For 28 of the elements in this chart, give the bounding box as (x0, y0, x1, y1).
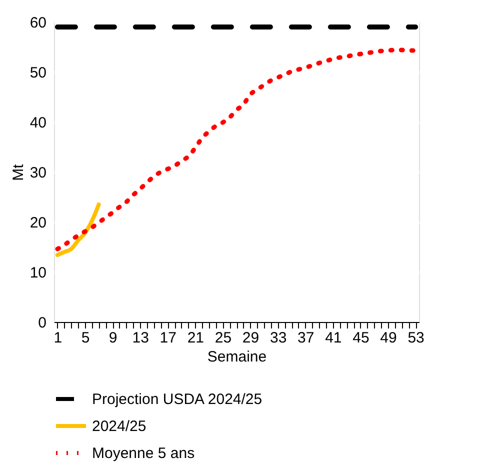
x-tick-label: 9 (108, 330, 118, 346)
y-tick-label: 40 (30, 114, 46, 132)
line-series (55, 48, 418, 252)
x-tick-label: 45 (352, 330, 370, 346)
y-tick-label: 10 (30, 264, 46, 282)
x-tick-label: 37 (298, 330, 314, 346)
x-tick-label: 13 (132, 330, 149, 346)
legend-label: Moyenne 5 ans (92, 445, 195, 462)
y-tick-label: 0 (38, 314, 46, 332)
x-tick-label: 49 (380, 330, 397, 346)
y-tick-label: 30 (30, 164, 46, 182)
x-tick-label: 25 (214, 330, 232, 346)
x-tick-label: 53 (408, 330, 424, 346)
legend-label: Projection USDA 2024/25 (92, 391, 262, 408)
y-tick-label: 60 (30, 14, 46, 32)
x-tick-label: 17 (160, 330, 176, 346)
x-tick-label: 41 (325, 330, 342, 346)
x-axis-title: Semaine (207, 348, 267, 366)
x-tick-label: 33 (270, 330, 287, 346)
legend-label: 2024/25 (92, 418, 146, 435)
line-series (55, 202, 101, 257)
x-tick-label: 29 (242, 330, 260, 346)
x-tick-label: 1 (54, 330, 62, 346)
y-axis-title: Mt (10, 163, 27, 181)
y-tick-label: 20 (30, 214, 46, 232)
x-tick-label: 5 (81, 330, 90, 346)
y-tick-label: 50 (30, 64, 46, 82)
x-tick-label: 21 (187, 330, 204, 346)
